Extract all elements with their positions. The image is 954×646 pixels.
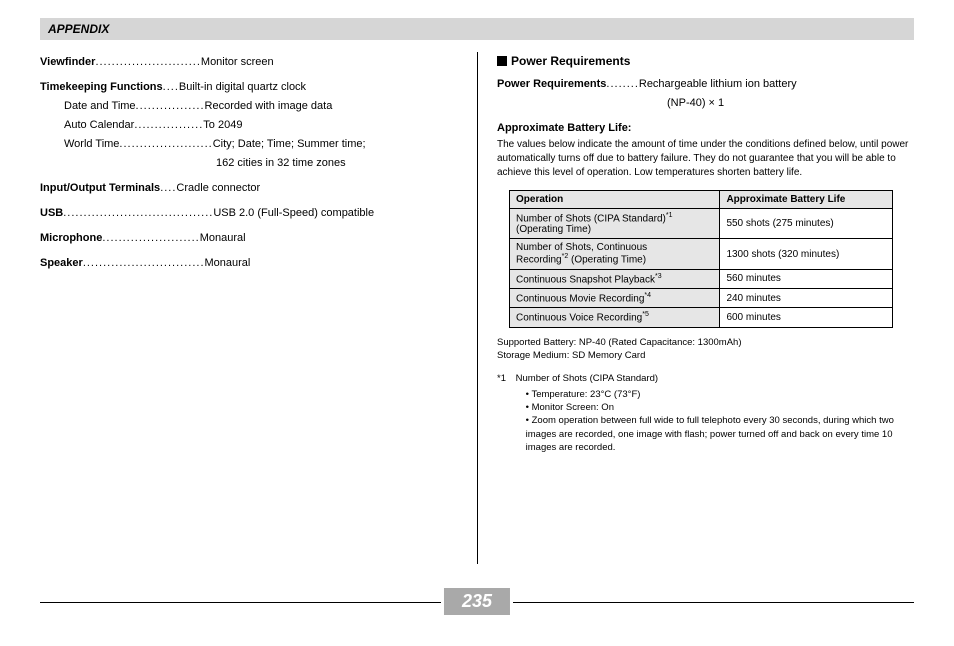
table-row: Continuous Voice Recording*5 600 minutes xyxy=(510,308,893,327)
table-row: Continuous Movie Recording*4 240 minutes xyxy=(510,289,893,308)
content-columns: Viewfinder .......................... Mo… xyxy=(40,54,914,454)
spec-autocal: Auto Calendar ................. To 2049 xyxy=(40,117,457,134)
dots: ........................ xyxy=(102,230,199,247)
value: Cradle connector xyxy=(176,180,457,197)
footnote-1: *1 Number of Shots (CIPA Standard) Tempe… xyxy=(497,372,914,454)
table-cell-value: 560 minutes xyxy=(720,269,892,288)
value: Built-in digital quartz clock xyxy=(179,79,457,96)
table-cell-value: 550 shots (275 minutes) xyxy=(720,209,892,239)
header-bar: APPENDIX xyxy=(40,18,914,40)
dots: ................. xyxy=(134,117,203,134)
table-cell-operation: Continuous Movie Recording*4 xyxy=(510,289,720,308)
label: World Time xyxy=(64,136,119,153)
spec-worldtime: World Time ....................... City;… xyxy=(40,136,457,153)
label: Speaker xyxy=(40,255,83,272)
section-title-text: Power Requirements xyxy=(511,54,630,68)
footnote-number: *1 xyxy=(497,372,513,385)
table-row: Number of Shots, ContinuousRecording*2 (… xyxy=(510,239,893,269)
section-title: Power Requirements xyxy=(497,54,914,68)
table-header-operation: Operation xyxy=(510,191,720,209)
table-cell-value: 240 minutes xyxy=(720,289,892,308)
label: Input/Output Terminals xyxy=(40,180,160,197)
dots: .... xyxy=(160,180,176,197)
footer-rule-right xyxy=(513,602,914,603)
supported-battery-note: Supported Battery: NP-40 (Rated Capacita… xyxy=(497,336,914,349)
square-bullet-icon xyxy=(497,56,507,66)
header-title: APPENDIX xyxy=(48,22,109,36)
spec-power-req: Power Requirements ........ Rechargeable… xyxy=(497,76,914,93)
footnote-title: Number of Shots (CIPA Standard) xyxy=(516,373,658,384)
value: To 2049 xyxy=(203,117,457,134)
table-cell-operation: Number of Shots (CIPA Standard)*1(Operat… xyxy=(510,209,720,239)
spec-power-req-cont: (NP-40) × 1 xyxy=(497,95,914,112)
label: Power Requirements xyxy=(497,76,606,93)
storage-medium-note: Storage Medium: SD Memory Card xyxy=(497,349,914,362)
table-cell-operation: Number of Shots, ContinuousRecording*2 (… xyxy=(510,239,720,269)
dots: .............................. xyxy=(83,255,205,272)
spec-io: Input/Output Terminals .... Cradle conne… xyxy=(40,180,457,197)
battery-life-paragraph: The values below indicate the amount of … xyxy=(497,138,914,180)
label: Microphone xyxy=(40,230,102,247)
value: Rechargeable lithium ion battery xyxy=(639,76,914,93)
label: Auto Calendar xyxy=(64,117,134,134)
spec-viewfinder: Viewfinder .......................... Mo… xyxy=(40,54,457,71)
table-row: Continuous Snapshot Playback*3 560 minut… xyxy=(510,269,893,288)
footer-rule-left xyxy=(40,602,441,603)
value: Recorded with image data xyxy=(205,98,457,115)
label: Timekeeping Functions xyxy=(40,79,163,96)
dots: ........ xyxy=(606,76,638,93)
spec-timekeeping: Timekeeping Functions .... Built-in digi… xyxy=(40,79,457,96)
footnote-list: Temperature: 23°C (73°F) Monitor Screen:… xyxy=(516,388,913,454)
spec-worldtime-cont: 162 cities in 32 time zones xyxy=(40,155,457,172)
footnote-item: Temperature: 23°C (73°F) xyxy=(526,388,913,401)
page-footer: 235 xyxy=(40,588,914,618)
table-header-row: Operation Approximate Battery Life xyxy=(510,191,893,209)
value: City; Date; Time; Summer time; xyxy=(213,136,457,153)
dots: .......................... xyxy=(95,54,200,71)
dots: .... xyxy=(163,79,179,96)
table-cell-value: 600 minutes xyxy=(720,308,892,327)
table-cell-operation: Continuous Voice Recording*5 xyxy=(510,308,720,327)
dots: ..................................... xyxy=(63,205,213,222)
table-cell-value: 1300 shots (320 minutes) xyxy=(720,239,892,269)
table-row: Number of Shots (CIPA Standard)*1(Operat… xyxy=(510,209,893,239)
battery-life-subhead: Approximate Battery Life: xyxy=(497,122,914,134)
label: USB xyxy=(40,205,63,222)
footnote-item: Zoom operation between full wide to full… xyxy=(526,414,913,454)
left-column: Viewfinder .......................... Mo… xyxy=(40,54,477,454)
value: Monaural xyxy=(205,255,458,272)
value: (NP-40) × 1 xyxy=(667,95,914,112)
right-column: Power Requirements Power Requirements ..… xyxy=(477,54,914,454)
dots: ................. xyxy=(136,98,205,115)
label: Date and Time xyxy=(64,98,136,115)
value: Monaural xyxy=(200,230,457,247)
spec-mic: Microphone ........................ Mona… xyxy=(40,230,457,247)
footnote-body: Number of Shots (CIPA Standard) Temperat… xyxy=(516,372,913,454)
footnote-item: Monitor Screen: On xyxy=(526,401,913,414)
spec-usb: USB ....................................… xyxy=(40,205,457,222)
value: USB 2.0 (Full-Speed) compatible xyxy=(213,205,457,222)
table-header-life: Approximate Battery Life xyxy=(720,191,892,209)
value: 162 cities in 32 time zones xyxy=(216,155,457,172)
spec-speaker: Speaker .............................. M… xyxy=(40,255,457,272)
battery-life-table: Operation Approximate Battery Life Numbe… xyxy=(509,190,893,328)
value: Monitor screen xyxy=(201,54,457,71)
table-cell-operation: Continuous Snapshot Playback*3 xyxy=(510,269,720,288)
dots: ....................... xyxy=(119,136,212,153)
page-number: 235 xyxy=(444,588,510,615)
spec-datetime: Date and Time ................. Recorded… xyxy=(40,98,457,115)
label: Viewfinder xyxy=(40,54,95,71)
